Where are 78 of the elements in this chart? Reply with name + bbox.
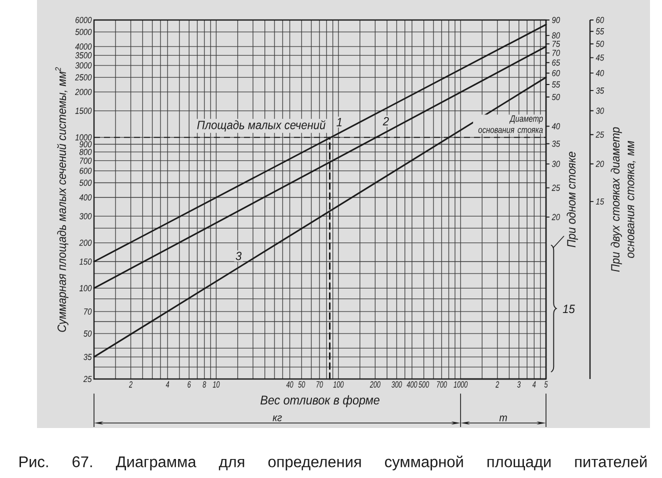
x-tick-label: 700 — [437, 381, 447, 388]
y-tick-label: 15 — [596, 198, 604, 205]
y-tick-label: 65 — [552, 60, 560, 66]
y-tick-label: 50 — [596, 40, 604, 47]
x-tick-label: 6 — [188, 381, 191, 388]
x-tick-label: 3 — [517, 381, 521, 388]
ref-line-label: Площадь малых сечений — [197, 120, 326, 132]
x-tick-label: 10 — [212, 381, 220, 388]
x-tick-label: 200 — [370, 381, 380, 388]
series-label: 1 — [336, 118, 342, 126]
y-tick-label: 55 — [596, 28, 604, 34]
y-tick-label: 2500 — [75, 74, 92, 80]
x-tick-label: 4 — [166, 381, 170, 388]
y-tick-label: 900 — [80, 141, 92, 148]
y-tick-label: 150 — [79, 258, 92, 265]
y-tick-label: 70 — [552, 50, 560, 56]
x-tick-label: 500 — [418, 381, 430, 388]
y-tick-label: 20 — [596, 160, 604, 167]
y-tick-label: 45 — [596, 54, 604, 61]
y-tick-label: 500 — [79, 180, 92, 186]
y-tick-label: 200 — [79, 240, 92, 246]
y-tick-label: 60 — [596, 16, 604, 24]
x-tick-label: 8 — [202, 381, 206, 388]
x-tick-label: 1000 — [454, 381, 468, 388]
x-tick-label: 4 — [532, 381, 536, 388]
y-axis-title: При одном стояке — [566, 152, 578, 248]
x-tick-label: 300 — [392, 381, 402, 388]
series-label: 3 — [236, 252, 242, 260]
y-tick-label: 40 — [552, 123, 560, 130]
y-tick-label: 50 — [552, 94, 560, 100]
y-tick-label: 400 — [79, 194, 92, 200]
y-tick-label: 1500 — [75, 108, 92, 114]
y-tick-label: 3000 — [75, 62, 92, 69]
y-tick-label: 60 — [552, 70, 560, 76]
y-tick-label: 25 — [596, 132, 604, 138]
y-tick-label: 300 — [79, 213, 92, 220]
x-axis-title: Вес отливок в форме — [260, 395, 380, 408]
y-tick-label: 6000 — [76, 16, 92, 24]
y-tick-label: 50 — [84, 330, 92, 337]
x-tick-label: 50 — [298, 381, 306, 388]
y-tick-label: 3500 — [75, 52, 92, 58]
x-axis-title: т — [499, 416, 507, 422]
y-tick-label: 75 — [552, 40, 560, 47]
text: Рис. 67. Диаграмма для определения суммарной площади питателей — [20, 456, 647, 470]
x-tick-label: 2 — [128, 381, 132, 388]
x-tick-label: 40 — [286, 381, 294, 388]
y-tick-label: 25 — [83, 376, 92, 382]
x-tick-label: 2 — [496, 381, 500, 388]
y-tick-label: 35 — [596, 87, 604, 94]
y-tick-label: 4000 — [75, 43, 92, 50]
y-tick-label: 1000 — [75, 134, 92, 140]
y-tick-label: 35 — [84, 354, 92, 360]
y-tick-label: 30 — [596, 108, 604, 114]
annotation: Диаметр основания стояка — [478, 115, 543, 134]
y-tick-label: 30 — [552, 160, 560, 168]
x-tick-label: 400 — [406, 381, 418, 388]
y-tick-label: 35 — [552, 140, 560, 147]
y-tick-label: 80 — [552, 32, 560, 39]
x-tick-label: 100 — [333, 381, 344, 388]
x-tick-label: 70 — [316, 381, 323, 388]
y-tick-label: 20 — [552, 214, 560, 220]
y-tick-label: 25 — [552, 184, 560, 191]
y-tick-label: 40 — [596, 70, 604, 76]
series-label: 2 — [382, 116, 389, 126]
text: кг — [272, 415, 282, 422]
y-tick-label: 800 — [79, 148, 92, 156]
y-tick-label: 600 — [80, 168, 92, 174]
text: 15 — [562, 304, 575, 314]
y-tick-label: 55 — [552, 81, 560, 88]
y-tick-label: 100 — [79, 285, 92, 292]
y-tick-label: 5000 — [75, 28, 92, 36]
y-axis-title: При двух стояках диаметр основания стояка, мм — [610, 127, 636, 272]
y-tick-label: 90 — [552, 16, 560, 24]
x-tick-label: 5 — [544, 381, 548, 388]
y-tick-label: 70 — [84, 308, 92, 315]
y-axis-title: Суммарная площадь малых сечений системы, мм$^{2}$ — [55, 67, 68, 332]
y-tick-label: 2000 — [75, 88, 92, 96]
y-tick-label: 700 — [80, 158, 92, 164]
